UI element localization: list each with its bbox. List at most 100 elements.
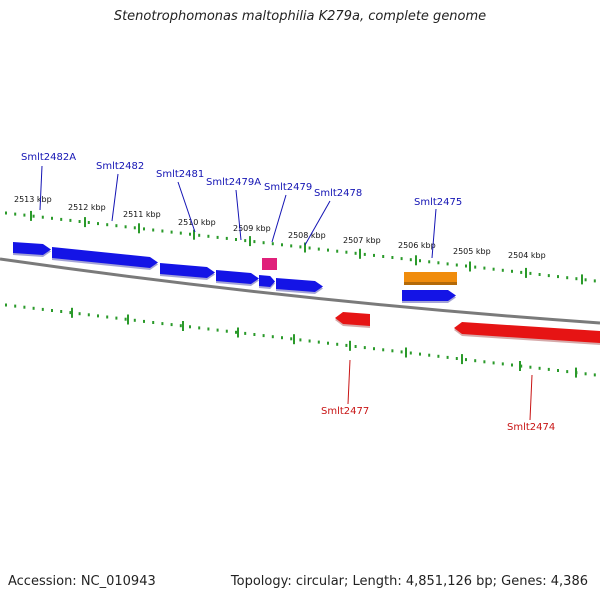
reverse-scale-minor-tick bbox=[437, 354, 440, 358]
forward-gene-arrow bbox=[259, 275, 275, 287]
reverse-scale-minor-tick bbox=[400, 350, 403, 354]
forward-scale-minor-tick bbox=[225, 236, 228, 240]
forward-scale-minor-tick bbox=[474, 265, 477, 269]
map-title: Stenotrophomonas maltophilia K279a, comp… bbox=[113, 9, 487, 24]
reverse-scale-major-tick bbox=[461, 354, 463, 365]
forward-scale-minor-tick bbox=[87, 221, 90, 224]
forward-scale-minor-tick bbox=[529, 271, 532, 275]
forward-scale-minor-tick bbox=[575, 277, 578, 281]
reverse-scale-minor-tick bbox=[115, 316, 118, 320]
reverse-scale-minor-tick bbox=[566, 370, 569, 374]
reverse-scale-minor-tick bbox=[538, 366, 541, 370]
reverse-scale-major-tick bbox=[293, 334, 295, 345]
reverse-scale-minor-tick bbox=[97, 314, 99, 318]
forward-scale-minor-tick bbox=[455, 263, 458, 267]
reverse-scale-major-tick bbox=[237, 327, 239, 338]
forward-scale-minor-tick bbox=[253, 240, 256, 244]
reverse-scale-minor-tick bbox=[428, 353, 431, 357]
forward-scale-minor-tick bbox=[593, 279, 596, 283]
reverse-scale-minor-tick bbox=[419, 352, 421, 356]
leader-line bbox=[39, 165, 43, 211]
reverse-scale-minor-tick bbox=[501, 362, 504, 366]
forward-scale-minor-tick bbox=[327, 248, 329, 252]
leader-line bbox=[431, 208, 437, 259]
forward-scale-minor-tick bbox=[492, 267, 495, 271]
leader-line bbox=[304, 200, 331, 246]
reverse-scale-major-tick bbox=[349, 340, 351, 351]
forward-scale-minor-tick bbox=[124, 225, 127, 229]
label-leader-lines bbox=[39, 165, 533, 421]
reverse-scale-minor-tick bbox=[225, 329, 228, 333]
reverse-scale-minor-tick bbox=[32, 306, 35, 310]
reverse-scale-minor-tick bbox=[253, 333, 256, 336]
reverse-scale-minor-tick bbox=[373, 347, 375, 351]
forward-scale-minor-tick bbox=[161, 229, 164, 233]
gene-label: Smlt2477 bbox=[321, 406, 369, 417]
forward-scale-minor-tick bbox=[106, 223, 109, 227]
scale-label: 2504 kbp bbox=[508, 251, 546, 260]
reverse-scale-minor-tick bbox=[363, 346, 366, 350]
forward-scale-minor-tick bbox=[41, 215, 44, 219]
reverse-scale-minor-tick bbox=[133, 318, 136, 322]
forward-scale-minor-tick bbox=[198, 233, 201, 237]
forward-scale-minor-tick bbox=[179, 231, 182, 235]
forward-scale-minor-tick bbox=[391, 256, 394, 259]
reverse-scale-major-tick bbox=[71, 307, 73, 318]
forward-scale-minor-tick bbox=[97, 222, 99, 226]
accession-label: Accession: NC_010943 bbox=[8, 574, 156, 589]
forward-scale-minor-tick bbox=[446, 262, 449, 266]
forward-scale-major-tick bbox=[193, 229, 195, 240]
forward-scale-minor-tick bbox=[290, 244, 293, 248]
reverse-scale-minor-tick bbox=[41, 307, 44, 311]
forward-scale-minor-tick bbox=[557, 275, 559, 279]
forward-scale-minor-tick bbox=[419, 259, 421, 263]
forward-scale-minor-tick bbox=[382, 255, 385, 258]
forward-scale-minor-tick bbox=[115, 224, 118, 228]
forward-scale-major-tick bbox=[469, 261, 471, 272]
forward-scale-minor-tick bbox=[345, 250, 348, 254]
forward-scale-minor-tick bbox=[143, 227, 145, 231]
reverse-scale-minor-tick bbox=[465, 358, 467, 362]
reverse-scale-minor-tick bbox=[354, 345, 357, 348]
forward-scale-minor-tick bbox=[400, 257, 403, 261]
forward-scale-minor-tick bbox=[520, 270, 523, 274]
scale-label: 2507 kbp bbox=[343, 236, 381, 245]
leader-line bbox=[111, 173, 119, 222]
reverse-scale-minor-tick bbox=[299, 338, 302, 342]
reverse-scale-minor-tick bbox=[262, 334, 265, 338]
reverse-scale-minor-tick bbox=[520, 364, 523, 368]
reverse-scale-minor-tick bbox=[317, 340, 320, 344]
forward-scale-major-tick bbox=[138, 223, 140, 234]
forward-scale-major-tick bbox=[30, 210, 32, 221]
forward-gene-arrow bbox=[160, 263, 215, 278]
forward-scale-minor-tick bbox=[354, 251, 357, 255]
forward-scale-minor-tick bbox=[373, 253, 375, 257]
gene-label: Smlt2474 bbox=[507, 422, 555, 433]
reverse-scale-minor-tick bbox=[455, 357, 458, 360]
forward-scale-minor-tick bbox=[363, 252, 366, 256]
reverse-scale-minor-tick bbox=[198, 326, 201, 330]
misc-feature-block bbox=[404, 272, 457, 283]
forward-scale-minor-tick bbox=[501, 268, 504, 272]
forward-scale-minor-tick bbox=[216, 235, 219, 239]
reverse-scale-minor-tick bbox=[78, 312, 81, 316]
reverse-scale-major-tick bbox=[127, 314, 129, 325]
forward-scale-major-tick bbox=[525, 267, 527, 278]
forward-gene-arrow bbox=[216, 270, 259, 284]
reverse-scale-minor-tick bbox=[584, 372, 587, 376]
reverse-scale-major-tick bbox=[519, 361, 521, 371]
reverse-scale-minor-tick bbox=[60, 310, 63, 313]
forward-scale-minor-tick bbox=[244, 239, 247, 243]
leader-line bbox=[177, 181, 196, 233]
reverse-scale-minor-tick bbox=[106, 315, 109, 319]
reverse-scale-minor-tick bbox=[23, 305, 26, 309]
forward-scale-minor-tick bbox=[152, 228, 155, 232]
reverse-scale-minor-tick bbox=[143, 319, 145, 323]
misc-feature-shadow bbox=[404, 282, 457, 285]
forward-scale-minor-tick bbox=[235, 238, 237, 241]
scale-label: 2511 kbp bbox=[123, 210, 161, 219]
forward-gene-arrow bbox=[52, 247, 158, 268]
forward-scale-minor-tick bbox=[428, 260, 431, 264]
